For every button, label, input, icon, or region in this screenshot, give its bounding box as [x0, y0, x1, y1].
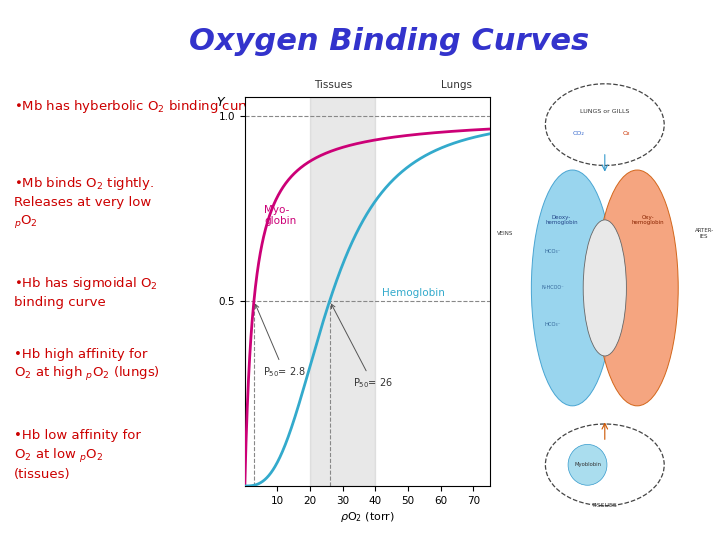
Text: Hemoglobin: Hemoglobin	[382, 288, 445, 299]
Text: N-HCOO⁻: N-HCOO⁻	[541, 286, 564, 291]
X-axis label: $\rho$O$_2$ (torr): $\rho$O$_2$ (torr)	[340, 510, 395, 524]
Text: •Mb binds O$_2$ tightly.
Releases at very low
$_p$O$_2$: •Mb binds O$_2$ tightly. Releases at ver…	[14, 176, 154, 230]
Text: O₂: O₂	[623, 131, 630, 136]
Text: Myoblobin: Myoblobin	[574, 462, 601, 467]
Ellipse shape	[568, 444, 607, 485]
Ellipse shape	[583, 220, 626, 356]
Text: ARTER-
IES: ARTER- IES	[695, 228, 714, 239]
Text: •Hb high affinity for
O$_2$ at high $_p$O$_2$ (lungs): •Hb high affinity for O$_2$ at high $_p$…	[14, 348, 161, 383]
Text: Oxy-
hemoglobin: Oxy- hemoglobin	[631, 215, 665, 225]
Text: Deoxy-
hemoglobin: Deoxy- hemoglobin	[545, 215, 578, 225]
Text: Lungs: Lungs	[441, 80, 472, 90]
Text: P$_{50}$= 26: P$_{50}$= 26	[331, 304, 392, 390]
Text: P$_{50}$= 2.8: P$_{50}$= 2.8	[255, 305, 305, 379]
Text: Tissues: Tissues	[314, 80, 352, 90]
Text: •Mb has hyberbolic O$_2$ binding curve: •Mb has hyberbolic O$_2$ binding curve	[14, 98, 261, 115]
Text: •Hb low affinity for
O$_2$ at low $_p$O$_2$
(tissues): •Hb low affinity for O$_2$ at low $_p$O$…	[14, 429, 141, 481]
Text: Oxygen Binding Curves: Oxygen Binding Curves	[189, 27, 589, 56]
Text: •Hb has sigmoidal O$_2$
binding curve: •Hb has sigmoidal O$_2$ binding curve	[14, 275, 158, 309]
Y-axis label: Y: Y	[217, 96, 224, 109]
Ellipse shape	[596, 170, 678, 406]
Ellipse shape	[531, 170, 613, 406]
Text: TISSUES: TISSUES	[592, 503, 618, 508]
Text: Myo-
globin: Myo- globin	[264, 205, 297, 226]
Text: HCO₃⁻: HCO₃⁻	[545, 322, 561, 327]
Text: HCO₃⁻: HCO₃⁻	[545, 249, 561, 254]
Text: LUNGS or GILLS: LUNGS or GILLS	[580, 109, 629, 113]
Text: VEINS: VEINS	[498, 231, 513, 236]
Text: CO₂: CO₂	[573, 131, 585, 136]
Bar	[310, 97, 375, 486]
